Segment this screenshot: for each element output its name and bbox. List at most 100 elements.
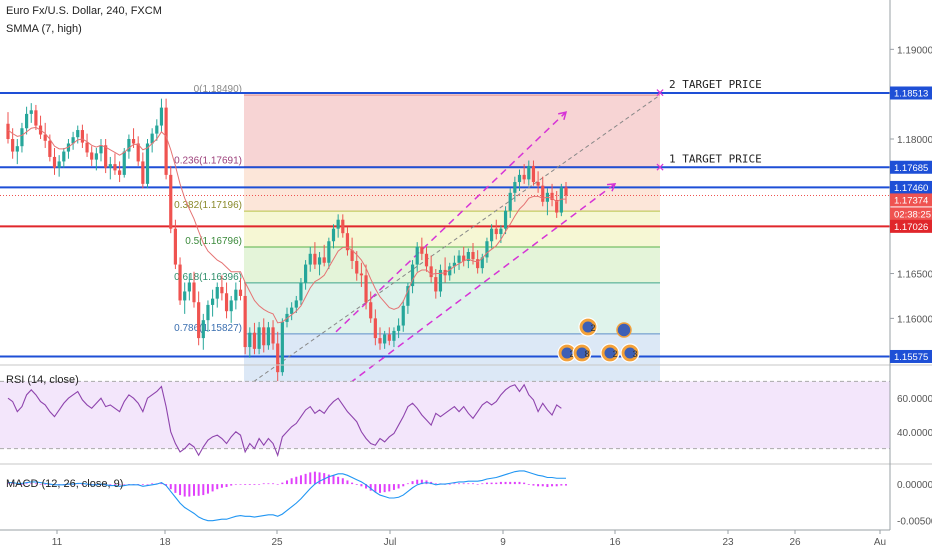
macd-histogram-bar bbox=[160, 482, 163, 485]
candle-body bbox=[327, 241, 331, 263]
candle-body bbox=[99, 145, 103, 154]
macd-histogram-bar bbox=[355, 484, 358, 485]
channel-line bbox=[349, 183, 616, 384]
candle-body bbox=[159, 107, 164, 126]
candlestick-series bbox=[6, 98, 568, 382]
macd-histogram-bar bbox=[337, 476, 340, 485]
macd-histogram-bar bbox=[388, 484, 391, 492]
macd-histogram-bar bbox=[420, 479, 423, 485]
candle-body bbox=[350, 250, 354, 261]
fib-trend-line bbox=[247, 94, 661, 387]
macd-histogram-bar bbox=[141, 484, 144, 485]
candle-body bbox=[280, 321, 284, 373]
candle-body bbox=[71, 137, 75, 144]
candle-body bbox=[229, 300, 233, 312]
price-tick-label: 1.19000 bbox=[897, 45, 932, 56]
macd-histogram-bar bbox=[169, 484, 172, 490]
macd-histogram-bar bbox=[523, 482, 526, 485]
candle-body bbox=[513, 182, 517, 193]
fibonacci-retracement[interactable]: 0(1.18490) 0.236(1.17691) 0.382(1.17196) 0.… bbox=[174, 84, 660, 388]
candle-body bbox=[113, 164, 117, 171]
price-channel[interactable] bbox=[247, 94, 661, 387]
time-tick-label: 9 bbox=[500, 537, 506, 548]
macd-legend: MACD (12, 26, close, 9) bbox=[6, 478, 123, 490]
rsi-axis[interactable]: 60.0000 40.0000 bbox=[897, 394, 932, 439]
macd-histogram-bar bbox=[39, 484, 42, 485]
macd-histogram-bar bbox=[123, 484, 126, 485]
candle-body bbox=[336, 219, 340, 229]
macd-axis[interactable]: 0.00000 -0.00500 bbox=[897, 480, 932, 528]
macd-histogram-bar bbox=[346, 480, 349, 485]
price-tag bbox=[890, 349, 932, 363]
price-tick-label: 1.16500 bbox=[897, 270, 932, 281]
event-badge-count: 8 bbox=[584, 349, 589, 359]
globe-event-icon bbox=[616, 322, 632, 338]
flag-icon bbox=[582, 321, 594, 333]
fib-level-label: 0.236(1.17691) bbox=[174, 156, 242, 167]
fib-level-label: 0.5(1.16796) bbox=[185, 236, 242, 247]
fib-level-label: 0.618(1.16396) bbox=[174, 272, 242, 283]
candle-body bbox=[266, 327, 270, 346]
macd-histogram-bar bbox=[146, 484, 149, 485]
macd-histogram-bar bbox=[202, 484, 205, 496]
candle-body bbox=[211, 298, 215, 305]
price-tag bbox=[890, 207, 932, 221]
candle-body bbox=[25, 113, 29, 129]
price-tag-label: 1.17026 bbox=[894, 222, 928, 233]
macd-histogram-bar bbox=[416, 479, 419, 485]
candle-body bbox=[536, 182, 540, 186]
candle-body bbox=[108, 164, 112, 168]
macd-histogram-bar bbox=[109, 484, 112, 485]
candle-body bbox=[331, 228, 336, 242]
macd-line bbox=[8, 470, 566, 522]
time-axis[interactable]: 11 18 25 Jul 9 16 23 26 Au bbox=[52, 530, 886, 548]
candle-body bbox=[364, 275, 368, 303]
candle-body bbox=[234, 289, 238, 301]
event-badge-count: 2 bbox=[612, 349, 617, 359]
target-annotations[interactable]: ✕ 2 TARGET PRICE ✕ 1 TARGET PRICE bbox=[655, 78, 762, 174]
fib-zone bbox=[244, 211, 660, 247]
macd-histogram-bar bbox=[290, 478, 293, 485]
time-tick-label: 25 bbox=[271, 537, 283, 548]
macd-histogram-bar bbox=[295, 476, 298, 485]
macd-histogram-bar bbox=[286, 480, 288, 485]
macd-histogram-bar bbox=[30, 483, 33, 485]
candle-body bbox=[85, 142, 89, 153]
price-tick-label: 1.16000 bbox=[897, 314, 932, 325]
candle-body bbox=[6, 123, 10, 140]
candle-body bbox=[490, 228, 494, 242]
candle-body bbox=[145, 143, 150, 184]
candle-body bbox=[29, 110, 33, 114]
fib-level-label: 0.382(1.17196) bbox=[174, 200, 242, 211]
candle-body bbox=[448, 266, 452, 276]
time-tick-label: 11 bbox=[52, 537, 63, 548]
macd-histogram-bar bbox=[481, 483, 484, 485]
candle-body bbox=[522, 174, 526, 180]
price-axis[interactable]: 1.19000 1.18000 1.16500 1.16000 bbox=[890, 45, 932, 325]
candle-body bbox=[508, 192, 512, 211]
price-tag bbox=[890, 193, 932, 207]
macd-histogram-bar bbox=[113, 484, 116, 485]
time-tick-label: Au bbox=[874, 537, 886, 548]
candle-body bbox=[215, 286, 219, 299]
macd-histogram-bar bbox=[402, 484, 405, 487]
candle-body bbox=[531, 165, 536, 183]
macd-histogram-bar bbox=[532, 484, 535, 486]
candle-body bbox=[517, 174, 522, 183]
candle-body bbox=[155, 125, 159, 134]
fib-zone bbox=[244, 282, 660, 334]
price-tag bbox=[890, 219, 932, 233]
flag-icon bbox=[561, 347, 573, 359]
macd-histogram-bar bbox=[485, 482, 488, 485]
macd-histogram-bar bbox=[448, 484, 451, 485]
macd-histogram-bar bbox=[313, 471, 316, 485]
event-badges[interactable]: 228 2 3 bbox=[557, 317, 640, 363]
candle-body bbox=[131, 139, 136, 144]
candle-body bbox=[48, 140, 52, 157]
macd-tick-label: 0.00000 bbox=[897, 480, 932, 491]
candle-body bbox=[527, 165, 531, 180]
candle-body bbox=[257, 327, 261, 349]
macd-histogram-bar bbox=[374, 484, 377, 493]
